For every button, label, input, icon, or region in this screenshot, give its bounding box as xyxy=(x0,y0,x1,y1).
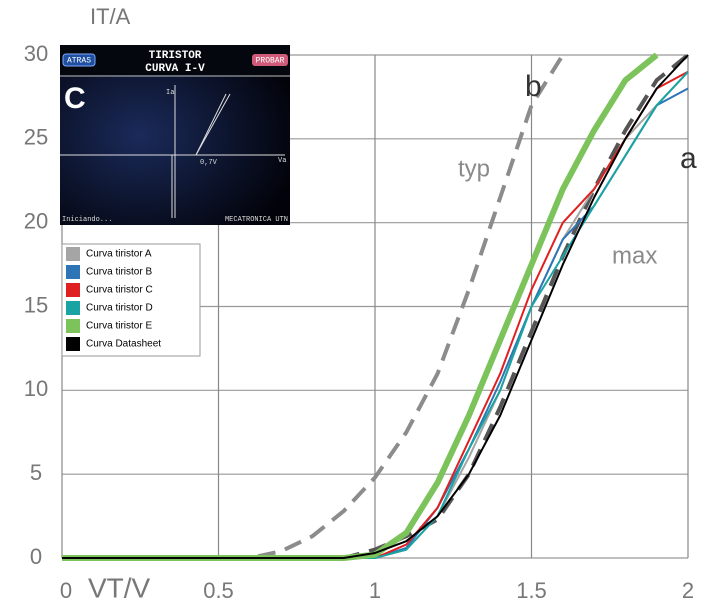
y-tick-label: 10 xyxy=(24,376,48,401)
inset-curve xyxy=(178,93,231,156)
inset-title: TIRISTOR xyxy=(149,50,202,62)
legend-label: Curva tiristor A xyxy=(86,249,152,260)
legend-label: Curva tiristor D xyxy=(86,303,153,314)
panel-letter: C xyxy=(64,82,86,115)
x-tick-label: 0.5 xyxy=(203,578,234,603)
inset-y-label: Ia xyxy=(166,89,174,97)
inset-threshold: 0,7V xyxy=(200,159,218,167)
y-tick-label: 5 xyxy=(30,460,42,485)
legend-swatch xyxy=(66,247,80,261)
reference-curve xyxy=(62,53,565,560)
legend-label: Curva tiristor B xyxy=(86,267,152,278)
inset-screen: ATRAS PROBAR TIRISTOR CURVA I-V C Ia Va … xyxy=(60,45,290,225)
legend: Curva tiristor A Curva tiristor B Curva ti… xyxy=(61,243,201,357)
legend-swatch xyxy=(66,337,80,351)
back-button[interactable] xyxy=(62,53,96,67)
y-tick-label: 25 xyxy=(24,125,48,150)
curve-letter: b xyxy=(525,70,542,103)
legend-label: Curva tiristor E xyxy=(86,321,152,332)
x-tick-label: 1.5 xyxy=(516,578,547,603)
series-line xyxy=(62,54,689,559)
inset-subtitle: CURVA I-V xyxy=(145,63,205,75)
legend-swatch xyxy=(66,301,80,315)
y-tick-label: 20 xyxy=(24,208,48,233)
legend-label: Curva Datasheet xyxy=(86,339,161,350)
inset-header xyxy=(60,45,290,75)
curve-letter: a xyxy=(680,142,697,175)
legend-swatch xyxy=(66,319,80,333)
legend-label: Curva tiristor C xyxy=(86,285,153,296)
test-button[interactable] xyxy=(252,54,288,66)
x-tick-label: 0 xyxy=(60,578,72,603)
legend-swatch xyxy=(66,283,80,297)
inset-footer: MECATRONICA UTN xyxy=(225,216,288,224)
curve-name: typ xyxy=(458,155,490,182)
y-tick-label: 0 xyxy=(30,544,42,569)
y-tick-label: 30 xyxy=(24,41,48,66)
legend-box xyxy=(61,243,201,357)
test-button-text: PROBAR xyxy=(256,57,285,66)
x-tick-label: 2 xyxy=(682,578,694,603)
inset-status: Iniciando... xyxy=(62,216,112,224)
x-axis-label: VT/V xyxy=(88,572,151,603)
legend-swatch xyxy=(66,265,80,279)
y-tick-label: 15 xyxy=(24,292,48,317)
curve-name: max xyxy=(612,242,657,269)
y-axis-label: IT/A xyxy=(90,4,131,29)
back-button-text: ATRAS xyxy=(67,57,91,66)
x-tick-label: 1 xyxy=(369,578,381,603)
inset-x-label: Va xyxy=(278,157,286,165)
